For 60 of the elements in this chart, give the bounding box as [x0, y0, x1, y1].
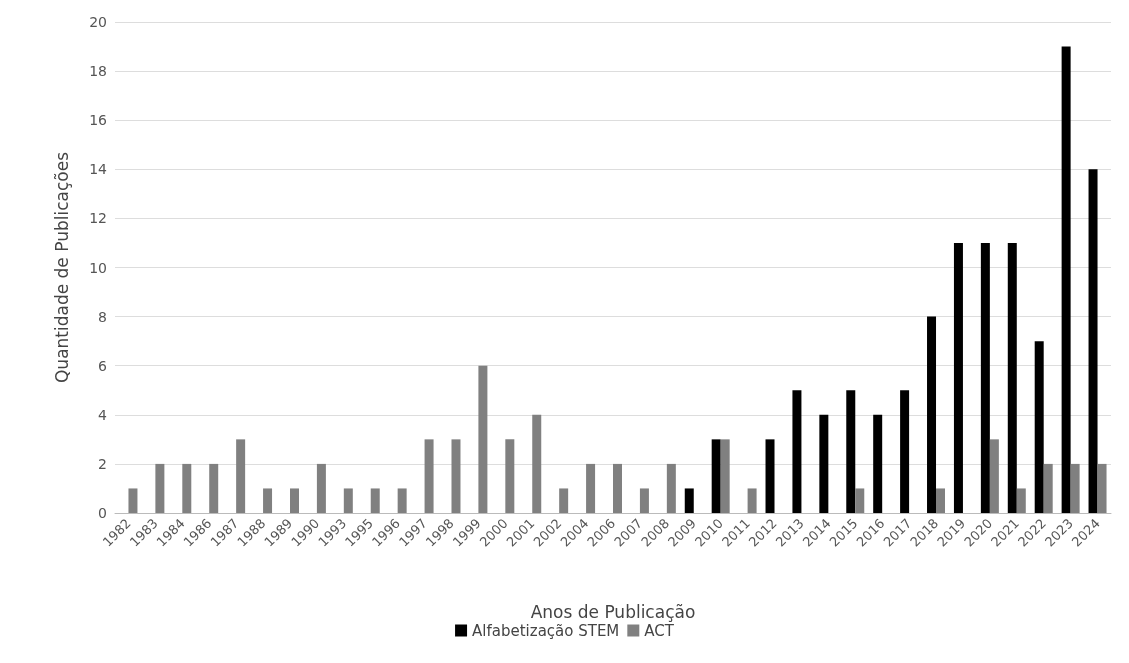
- y-axis-title: Quantidade de Publicações: [51, 151, 72, 384]
- bar: [980, 242, 990, 513]
- bar: [532, 414, 542, 513]
- y-tick-label: 10: [89, 259, 107, 276]
- bar: [424, 439, 434, 513]
- bar: [1088, 169, 1098, 513]
- y-tick-label: 16: [89, 112, 108, 129]
- y-tick-label: 8: [98, 308, 107, 325]
- bar: [846, 390, 856, 513]
- bar: [765, 439, 775, 513]
- bar: [451, 439, 461, 513]
- bar: [236, 439, 246, 513]
- bar: [900, 390, 910, 513]
- bar: [792, 390, 802, 513]
- bar: [684, 488, 694, 513]
- bar: [1007, 242, 1017, 513]
- bar: [182, 463, 192, 513]
- bar: [747, 488, 757, 513]
- legend-label: ACT: [644, 621, 675, 640]
- y-tick-label: 18: [89, 63, 107, 80]
- bar: [1043, 463, 1053, 513]
- bar: [927, 316, 937, 513]
- bar: [397, 488, 407, 513]
- bar: [155, 463, 165, 513]
- bar: [478, 365, 488, 513]
- bar: [370, 488, 380, 513]
- y-tick-label: 2: [98, 455, 107, 472]
- bar: [1061, 46, 1071, 513]
- bar: [1070, 463, 1080, 513]
- bar: [711, 439, 721, 513]
- bar: [873, 414, 883, 513]
- bar: [720, 439, 730, 513]
- y-tick-label: 12: [89, 210, 107, 227]
- bar: [666, 463, 676, 513]
- bar: [559, 488, 569, 513]
- y-tick-label: 0: [98, 505, 107, 521]
- bar: [289, 488, 299, 513]
- bar: [819, 414, 829, 513]
- bar: [1097, 463, 1107, 513]
- bar: [263, 488, 273, 513]
- y-tick-label: 4: [98, 406, 108, 423]
- legend-label: Alfabetização STEM: [472, 621, 620, 640]
- bar: [316, 463, 326, 513]
- y-tick-label: 6: [98, 357, 108, 374]
- bar: [505, 439, 515, 513]
- bar: [1016, 488, 1026, 513]
- bar: [209, 463, 219, 513]
- bar: [586, 463, 596, 513]
- bar: [639, 488, 649, 513]
- bar: [989, 439, 999, 513]
- y-tick-label: 20: [89, 14, 107, 30]
- bar: [1034, 341, 1044, 513]
- y-tick-label: 14: [89, 161, 108, 178]
- bar: [613, 463, 622, 513]
- bar: [936, 488, 946, 513]
- bar: [953, 242, 963, 513]
- bar: [128, 488, 138, 513]
- bar: [343, 488, 353, 513]
- x-axis-title: Anos de Publicação: [530, 601, 696, 622]
- bar: [855, 488, 865, 513]
